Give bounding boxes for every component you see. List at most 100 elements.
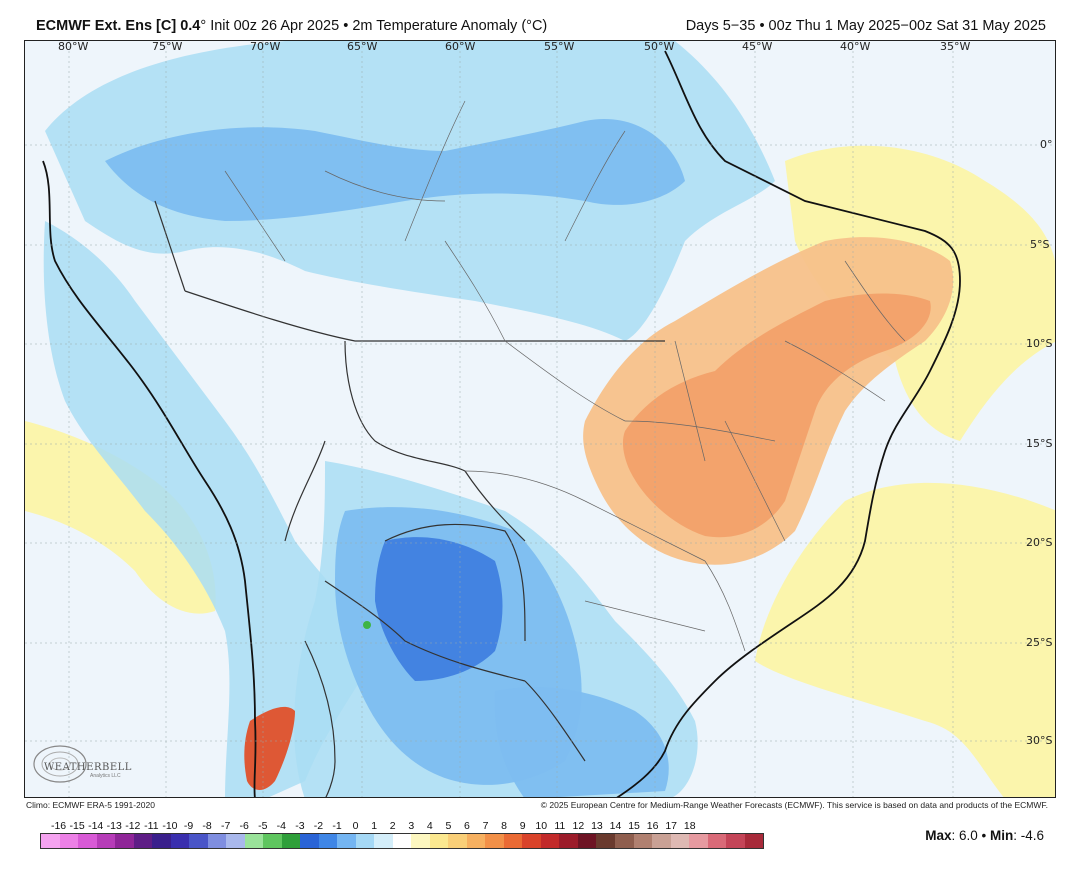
lat-label: 30°S bbox=[1026, 734, 1053, 747]
max-value: : 6.0 bbox=[951, 828, 978, 843]
lat-label: 5°S bbox=[1030, 238, 1050, 251]
colorbar-swatch bbox=[559, 834, 578, 848]
max-label: Max bbox=[925, 828, 952, 843]
colorbar-swatch bbox=[189, 834, 208, 848]
colorbar-labels: -16 -15 -14 -13 -12 -11 -10 -9 -8 -7 -6 -5 -4 -3 -2 -1 0… bbox=[40, 820, 764, 834]
colorbar-swatch bbox=[392, 834, 412, 848]
colorbar-swatch bbox=[96, 834, 116, 848]
colorbar-swatch bbox=[522, 834, 541, 848]
colorbar-swatch bbox=[244, 834, 264, 848]
colorbar-swatch bbox=[152, 834, 171, 848]
colorbar-tick-label: -3 bbox=[295, 820, 305, 832]
colorbar-tick-label: -14 bbox=[88, 820, 104, 832]
title-bullet: • bbox=[343, 18, 349, 34]
cold-spot-andes bbox=[363, 621, 371, 629]
colorbar-swatch bbox=[596, 834, 615, 848]
state-borders bbox=[224, 100, 906, 652]
colorbar-tick-label: -1 bbox=[332, 820, 342, 832]
colorbar-swatch bbox=[411, 834, 430, 848]
warm-anomaly-pacific bbox=[25, 421, 216, 614]
colorbar-tick-label: 6 bbox=[464, 820, 470, 832]
colorbar-swatch bbox=[300, 834, 319, 848]
colorbar-swatch bbox=[448, 834, 467, 848]
colorbar-swatch bbox=[318, 834, 338, 848]
colorbar-tick-label: 11 bbox=[554, 820, 566, 832]
colorbar-tick-label: -16 bbox=[50, 820, 67, 832]
lon-label: 45°W bbox=[742, 40, 773, 53]
lat-label: 15°S bbox=[1026, 437, 1053, 450]
colorbar-tick-label: 5 bbox=[445, 820, 452, 832]
colorbar-swatch bbox=[429, 834, 449, 848]
colorbar bbox=[40, 833, 764, 849]
colorbar-tick-label: -7 bbox=[220, 820, 231, 832]
colorbar-tick-label: 1 bbox=[371, 820, 378, 832]
warm-anomaly-chile bbox=[244, 706, 295, 790]
colorbar-tick-label: 17 bbox=[665, 820, 678, 832]
init-time: Init 00z 26 Apr 2025 bbox=[210, 18, 340, 34]
lon-label: 50°W bbox=[644, 40, 675, 53]
colorbar-tick-label: 16 bbox=[646, 820, 659, 832]
colorbar-swatch bbox=[41, 834, 60, 848]
colorbar-tick-label: -13 bbox=[106, 820, 122, 832]
colorbar-tick-label: 12 bbox=[572, 820, 585, 832]
coastline bbox=[42, 50, 961, 797]
map-panel[interactable] bbox=[24, 40, 1056, 798]
colorbar-swatch bbox=[633, 834, 653, 848]
colorbar-tick-label: -5 bbox=[258, 820, 268, 832]
colorbar-tick-label: 15 bbox=[628, 820, 640, 832]
colorbar-tick-label: -12 bbox=[125, 820, 141, 832]
colorbar-swatch bbox=[170, 834, 190, 848]
lat-label: 20°S bbox=[1026, 536, 1053, 549]
colorbar-tick-label: -9 bbox=[183, 820, 194, 832]
colorbar-swatch bbox=[133, 834, 153, 848]
cool-anomaly-uruguay bbox=[494, 687, 669, 797]
colorbar-tick-label: 8 bbox=[501, 820, 508, 832]
colorbar-swatch bbox=[263, 834, 282, 848]
colorbar-swatch bbox=[78, 834, 97, 848]
lon-label: 65°W bbox=[347, 40, 378, 53]
colorbar-swatch bbox=[652, 834, 671, 848]
colorbar-tick-label: 4 bbox=[426, 820, 433, 832]
colorbar-tick-label: 0 bbox=[352, 820, 359, 832]
valid-period: Days 5−35 • 00z Thu 1 May 2025−00z Sat 3… bbox=[685, 18, 1046, 34]
colorbar-swatch bbox=[115, 834, 134, 848]
lon-label: 35°W bbox=[940, 40, 971, 53]
colorbar-tick-label: 7 bbox=[482, 820, 489, 832]
colorbar-swatch bbox=[707, 834, 727, 848]
lat-label: 25°S bbox=[1026, 636, 1053, 649]
max-min-stats: Max: 6.0 • Min: -4.6 bbox=[925, 828, 1044, 843]
stats-separator: • bbox=[977, 828, 990, 843]
colorbar-swatch bbox=[466, 834, 486, 848]
colorbar-tick-label: 13 bbox=[591, 820, 603, 832]
colorbar-tick-label: -2 bbox=[313, 820, 324, 832]
colorbar-tick-label: -8 bbox=[202, 820, 212, 832]
variable-name: 2m Temperature Anomaly (°C) bbox=[352, 18, 548, 34]
colorbar-swatch bbox=[374, 834, 393, 848]
warm-anomaly-brazil-core bbox=[622, 293, 931, 538]
lon-label: 80°W bbox=[58, 40, 89, 53]
cool-anomaly-andes bbox=[43, 221, 385, 797]
colorbar-swatch bbox=[503, 834, 523, 848]
graticule bbox=[25, 41, 1055, 797]
lon-label: 70°W bbox=[250, 40, 281, 53]
colorbar-swatch bbox=[540, 834, 560, 848]
model-name: ECMWF Ext. Ens [C] 0.4 bbox=[36, 18, 201, 34]
colorbar-swatch bbox=[207, 834, 227, 848]
colorbar-tick-label: 2 bbox=[389, 820, 396, 832]
cool-anomaly-amazon-north bbox=[105, 119, 685, 221]
copyright-credit: © 2025 European Centre for Medium-Range … bbox=[540, 800, 1048, 810]
colorbar-tick-label: 18 bbox=[683, 820, 696, 832]
logo-subtext: Analytics LLC bbox=[90, 773, 121, 779]
logo-text: WEATHERBELL bbox=[44, 762, 132, 773]
colorbar-swatch bbox=[226, 834, 245, 848]
country-borders bbox=[154, 200, 665, 797]
colorbar-tick-label: 3 bbox=[408, 820, 415, 832]
lat-label: 10°S bbox=[1026, 337, 1053, 350]
colorbar-tick-label: -4 bbox=[276, 820, 286, 832]
colorbar-swatch bbox=[577, 834, 597, 848]
degree-symbol: ° bbox=[200, 18, 207, 34]
lon-label: 55°W bbox=[544, 40, 575, 53]
colorbar-swatch bbox=[59, 834, 79, 848]
colorbar-tick-label: -6 bbox=[239, 820, 249, 832]
map-title: ECMWF Ext. Ens [C] 0.4° Init 00z 26 Apr … bbox=[36, 18, 547, 34]
